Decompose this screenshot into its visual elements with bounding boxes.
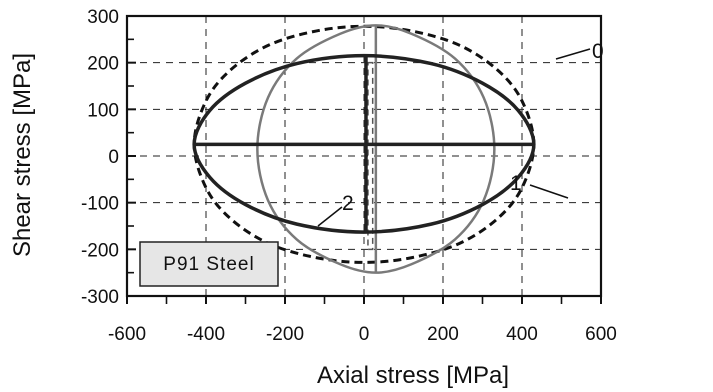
inner-strip [367, 61, 374, 251]
curve-label-1: 1 [510, 172, 522, 195]
x-axis-title: Axial stress [MPa] [317, 362, 509, 389]
leader-line-1 [529, 184, 569, 199]
series-group [192, 24, 536, 274]
y-tick-label: -300 [81, 287, 119, 308]
x-tick-label: 400 [506, 324, 538, 345]
x-tick-labels: -600 -400 -200 0 200 400 600 [108, 324, 617, 345]
x-tick-label: 600 [585, 324, 617, 345]
curve-label-0: 0 [592, 40, 604, 63]
x-tick-label: -400 [187, 324, 225, 345]
x-tick-label: -600 [108, 324, 146, 345]
axis-ticks [126, 15, 602, 304]
y-tick-label: 0 [108, 147, 119, 168]
y-tick-label: 300 [87, 7, 119, 28]
y-tick-label: -200 [81, 240, 119, 261]
x-tick-label: 200 [427, 324, 459, 345]
leader-line-2 [317, 206, 343, 227]
y-tick-label: 200 [87, 54, 119, 75]
legend-box: P91 Steel [139, 241, 279, 287]
x-tick-label: 0 [359, 324, 370, 345]
curve-label-2: 2 [342, 192, 354, 215]
x-tick-label: -200 [266, 324, 304, 345]
series-1-curve [256, 24, 496, 274]
leader-line-0 [555, 48, 591, 60]
y-tick-label: 100 [87, 100, 119, 121]
y-tick-label: -100 [81, 194, 119, 215]
y-axis-title: Shear stress [MPa] [9, 53, 36, 257]
curve-label-group: 0 1 2 [317, 40, 604, 227]
y-tick-labels: 300 200 100 0 -100 -200 -300 [81, 7, 119, 308]
legend-label: P91 Steel [163, 254, 254, 275]
